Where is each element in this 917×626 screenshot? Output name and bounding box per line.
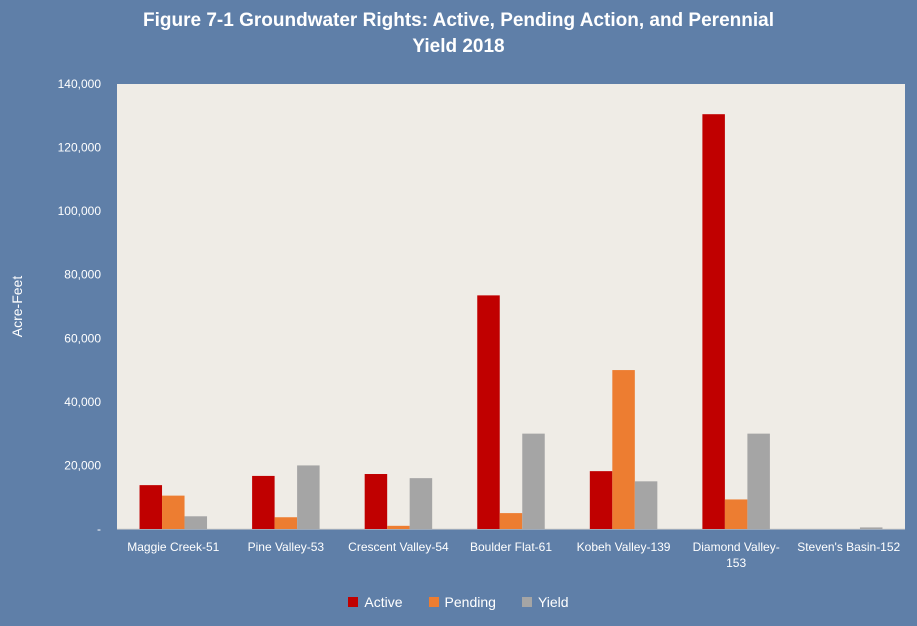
- bar-yield: [747, 433, 770, 529]
- x-tick-label: Maggie Creek-51: [127, 540, 219, 554]
- bar-yield: [859, 527, 883, 529]
- y-tick-label: 80,000: [64, 268, 101, 282]
- y-tick-label: 20,000: [64, 458, 101, 472]
- legend-swatch: [428, 597, 439, 607]
- bar-pending: [274, 517, 298, 529]
- x-tick-label: Steven's Basin-152: [797, 540, 900, 554]
- bar-pending: [612, 370, 635, 529]
- bar-yield: [409, 478, 433, 529]
- bar-yield: [522, 433, 545, 529]
- bar-active: [139, 485, 163, 529]
- chart-title: Figure 7-1 Groundwater Rights: Active, P…: [0, 8, 917, 60]
- y-tick-label: 60,000: [64, 331, 101, 345]
- y-axis-title: Acre-Feet: [9, 276, 25, 338]
- bar-pending: [387, 525, 410, 529]
- bar-active: [589, 471, 613, 529]
- x-tick-label: Diamond Valley-: [693, 540, 780, 554]
- legend-swatch: [521, 597, 532, 607]
- legend-swatch: [348, 597, 359, 607]
- bar-active: [702, 114, 725, 530]
- y-tick-label: 140,000: [58, 77, 102, 91]
- bar-active: [252, 475, 275, 529]
- x-tick-label: 153: [726, 556, 746, 570]
- bar-yield: [297, 465, 320, 529]
- y-tick-label: 120,000: [58, 141, 102, 155]
- legend-item-yield: Yield: [521, 594, 569, 610]
- bar-yield: [184, 516, 208, 529]
- y-tick-label: -: [97, 522, 101, 536]
- bar-yield: [634, 481, 658, 529]
- bar-active: [364, 474, 388, 529]
- legend-item-active: Active: [348, 594, 403, 610]
- x-tick-label: Boulder Flat-61: [470, 540, 552, 554]
- bar-active: [477, 295, 500, 529]
- y-tick-label: 100,000: [58, 204, 102, 218]
- legend-label: Active: [364, 594, 403, 610]
- x-tick-label: Pine Valley-53: [248, 540, 325, 554]
- bar-pending: [724, 499, 748, 529]
- legend-label: Yield: [537, 594, 569, 610]
- x-tick-label: Crescent Valley-54: [348, 540, 449, 554]
- legend-item-pending: Pending: [428, 594, 496, 610]
- chart-legend: Active Pending Yield: [0, 594, 917, 610]
- legend-label: Pending: [444, 594, 496, 610]
- plot-area: [117, 84, 905, 529]
- chart-title-line-2: Yield 2018: [412, 36, 505, 57]
- x-tick-label: Kobeh Valley-139: [577, 540, 671, 554]
- y-tick-label: 40,000: [64, 395, 101, 409]
- chart-title-line-1: Figure 7-1 Groundwater Rights: Active, P…: [143, 10, 774, 31]
- bar-pending: [499, 513, 523, 529]
- bar-pending: [162, 495, 185, 529]
